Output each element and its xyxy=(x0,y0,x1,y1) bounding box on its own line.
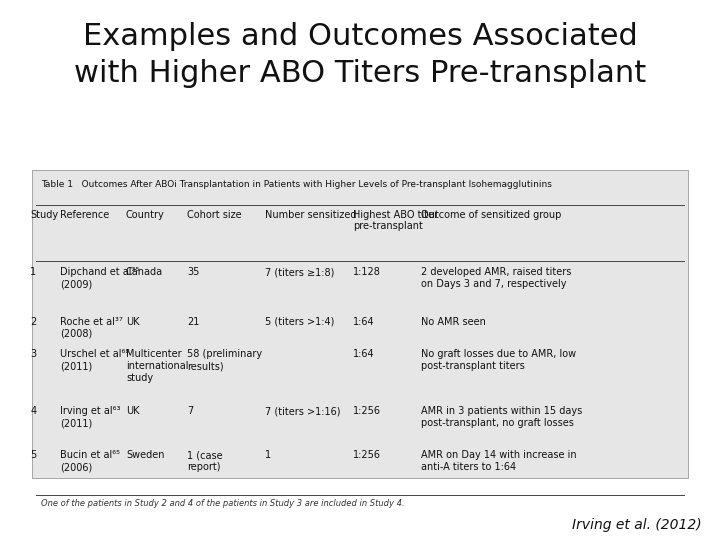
Text: 1:256: 1:256 xyxy=(353,450,381,461)
Text: 1:64: 1:64 xyxy=(353,349,374,360)
Text: 2 developed AMR, raised titers
on Days 3 and 7, respectively: 2 developed AMR, raised titers on Days 3… xyxy=(421,267,572,289)
Text: 21: 21 xyxy=(187,317,199,327)
Text: No graft losses due to AMR, low
post-transplant titers: No graft losses due to AMR, low post-tra… xyxy=(421,349,576,372)
Text: 1 (case
report): 1 (case report) xyxy=(187,450,222,472)
Text: Canada: Canada xyxy=(126,267,163,278)
Text: Examples and Outcomes Associated
with Higher ABO Titers Pre-transplant: Examples and Outcomes Associated with Hi… xyxy=(74,22,646,87)
Text: Number sensitized: Number sensitized xyxy=(265,210,356,220)
Text: Multicenter
international
study: Multicenter international study xyxy=(126,349,189,383)
Text: Urschel et al⁶⁸
(2011): Urschel et al⁶⁸ (2011) xyxy=(60,349,129,372)
Text: 1: 1 xyxy=(30,267,37,278)
Text: 3: 3 xyxy=(30,349,37,360)
Text: Roche et al³⁷
(2008): Roche et al³⁷ (2008) xyxy=(60,317,122,339)
Text: Table 1   Outcomes After ABOi Transplantation in Patients with Higher Levels of : Table 1 Outcomes After ABOi Transplantat… xyxy=(41,180,552,189)
Text: 1:256: 1:256 xyxy=(353,406,381,416)
Text: 5: 5 xyxy=(30,450,37,461)
Text: 7 (titers ≥1:8): 7 (titers ≥1:8) xyxy=(265,267,334,278)
Text: 35: 35 xyxy=(187,267,199,278)
Text: 58 (preliminary
results): 58 (preliminary results) xyxy=(187,349,262,372)
Text: 1:64: 1:64 xyxy=(353,317,374,327)
Text: Country: Country xyxy=(126,210,165,220)
Text: 4: 4 xyxy=(30,406,37,416)
Text: Irving et al⁶³
(2011): Irving et al⁶³ (2011) xyxy=(60,406,120,428)
Text: Outcome of sensitized group: Outcome of sensitized group xyxy=(421,210,562,220)
Text: Bucin et al⁶⁵
(2006): Bucin et al⁶⁵ (2006) xyxy=(60,450,120,472)
Text: Study: Study xyxy=(30,210,58,220)
Text: Reference: Reference xyxy=(60,210,109,220)
Text: One of the patients in Study 2 and 4 of the patients in Study 3 are included in : One of the patients in Study 2 and 4 of … xyxy=(41,499,405,508)
Text: 1:128: 1:128 xyxy=(353,267,381,278)
Text: 7 (titers >1:16): 7 (titers >1:16) xyxy=(265,406,341,416)
Text: 7: 7 xyxy=(187,406,194,416)
Text: 5 (titers >1:4): 5 (titers >1:4) xyxy=(265,317,334,327)
FancyBboxPatch shape xyxy=(32,170,688,478)
Text: Highest ABO titer
pre-transplant: Highest ABO titer pre-transplant xyxy=(353,210,438,231)
Text: 2: 2 xyxy=(30,317,37,327)
Text: UK: UK xyxy=(126,317,140,327)
Text: AMR in 3 patients within 15 days
post-transplant, no graft losses: AMR in 3 patients within 15 days post-tr… xyxy=(421,406,582,428)
Text: Irving et al. (2012): Irving et al. (2012) xyxy=(572,518,702,532)
Text: Dipchand et al³⁵
(2009): Dipchand et al³⁵ (2009) xyxy=(60,267,139,289)
Text: AMR on Day 14 with increase in
anti-A titers to 1:64: AMR on Day 14 with increase in anti-A ti… xyxy=(421,450,577,472)
Text: Cohort size: Cohort size xyxy=(187,210,242,220)
Text: No AMR seen: No AMR seen xyxy=(421,317,486,327)
Text: UK: UK xyxy=(126,406,140,416)
Text: Sweden: Sweden xyxy=(126,450,164,461)
Text: 1: 1 xyxy=(265,450,271,461)
